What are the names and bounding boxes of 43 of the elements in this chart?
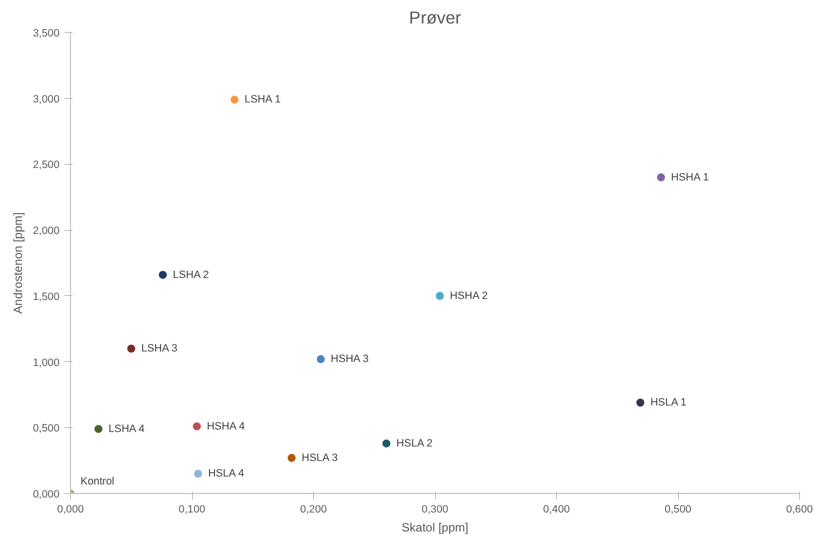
series-label: HSLA 1	[650, 396, 687, 409]
y-tick-label: 1,000	[32, 356, 60, 369]
x-tick-label: 0,200	[300, 504, 327, 516]
y-tick-label: 2,500	[32, 159, 60, 172]
y-tick-label: 0,500	[32, 422, 60, 435]
point	[382, 439, 390, 448]
point	[316, 355, 325, 364]
x-tick-label: 0,300	[422, 504, 448, 516]
x-tick-label: 0,500	[664, 504, 692, 516]
x-tick-label: 0,000	[57, 504, 84, 516]
chart-title: Prøver	[409, 8, 462, 28]
series-label: HSHA 4	[206, 420, 245, 432]
series-label: HSLA 3	[302, 452, 338, 464]
point	[192, 422, 201, 430]
y-tick-label: 1,500	[32, 290, 60, 303]
point	[230, 96, 239, 104]
series-label: HSLA 2	[396, 437, 433, 450]
point	[436, 292, 444, 300]
x-tick-label: 0,100	[178, 504, 206, 516]
point	[656, 173, 665, 182]
point	[94, 424, 102, 433]
series-label: LSHA 3	[141, 342, 178, 355]
point	[636, 398, 644, 407]
y-tick-label: 2,000	[32, 225, 60, 238]
point	[158, 270, 167, 279]
series-label: LSHA 2	[172, 268, 210, 281]
x-tick-label: 0,600	[786, 504, 813, 516]
series-label: LSHA 4	[108, 422, 145, 435]
y-tick-label: 3,000	[32, 93, 60, 106]
series-label: HSHA 1	[670, 171, 709, 184]
x-tick-label: 0,400	[543, 504, 570, 516]
series-label: HSHA 3	[330, 353, 369, 366]
point	[127, 344, 136, 353]
series-label: HSHA 2	[450, 290, 488, 302]
y-tick-label: 3,500	[32, 28, 60, 40]
point	[288, 454, 296, 462]
series-label: Kontrol	[80, 476, 114, 488]
series-label: HSLA 4	[208, 468, 244, 480]
y-axis-title: Androstenon [ppm]	[10, 212, 25, 314]
x-axis-title: Skatol [ppm]	[402, 520, 468, 534]
series-label: LSHA 1	[244, 94, 281, 106]
y-tick-label: 0,000	[32, 488, 60, 500]
point	[194, 470, 202, 478]
